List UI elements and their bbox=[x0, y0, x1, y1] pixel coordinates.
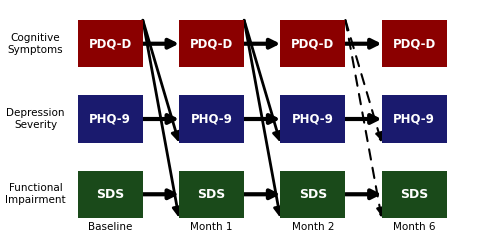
Text: PDQ-D: PDQ-D bbox=[392, 37, 436, 50]
FancyBboxPatch shape bbox=[280, 171, 345, 218]
Text: Functional
Impairment: Functional Impairment bbox=[5, 183, 66, 205]
FancyBboxPatch shape bbox=[179, 95, 244, 143]
Text: Month 6: Month 6 bbox=[393, 222, 436, 232]
Text: Baseline: Baseline bbox=[88, 222, 132, 232]
Text: PHQ-9: PHQ-9 bbox=[292, 113, 334, 125]
FancyBboxPatch shape bbox=[382, 95, 447, 143]
FancyBboxPatch shape bbox=[78, 20, 143, 67]
Text: PDQ-D: PDQ-D bbox=[88, 37, 132, 50]
Text: PHQ-9: PHQ-9 bbox=[394, 113, 435, 125]
FancyBboxPatch shape bbox=[179, 171, 244, 218]
FancyBboxPatch shape bbox=[382, 171, 447, 218]
Text: PDQ-D: PDQ-D bbox=[292, 37, 335, 50]
FancyBboxPatch shape bbox=[280, 95, 345, 143]
Text: Month 1: Month 1 bbox=[190, 222, 233, 232]
FancyBboxPatch shape bbox=[78, 95, 143, 143]
Text: SDS: SDS bbox=[96, 188, 124, 201]
FancyBboxPatch shape bbox=[179, 20, 244, 67]
Text: SDS: SDS bbox=[198, 188, 226, 201]
Text: Cognitive
Symptoms: Cognitive Symptoms bbox=[8, 33, 64, 55]
Text: Depression
Severity: Depression Severity bbox=[6, 108, 64, 130]
Text: Month 2: Month 2 bbox=[292, 222, 334, 232]
Text: SDS: SDS bbox=[299, 188, 327, 201]
FancyBboxPatch shape bbox=[78, 171, 143, 218]
FancyBboxPatch shape bbox=[382, 20, 447, 67]
FancyBboxPatch shape bbox=[280, 20, 345, 67]
Text: PDQ-D: PDQ-D bbox=[190, 37, 233, 50]
Text: PHQ-9: PHQ-9 bbox=[90, 113, 131, 125]
Text: PHQ-9: PHQ-9 bbox=[190, 113, 232, 125]
Text: SDS: SDS bbox=[400, 188, 428, 201]
